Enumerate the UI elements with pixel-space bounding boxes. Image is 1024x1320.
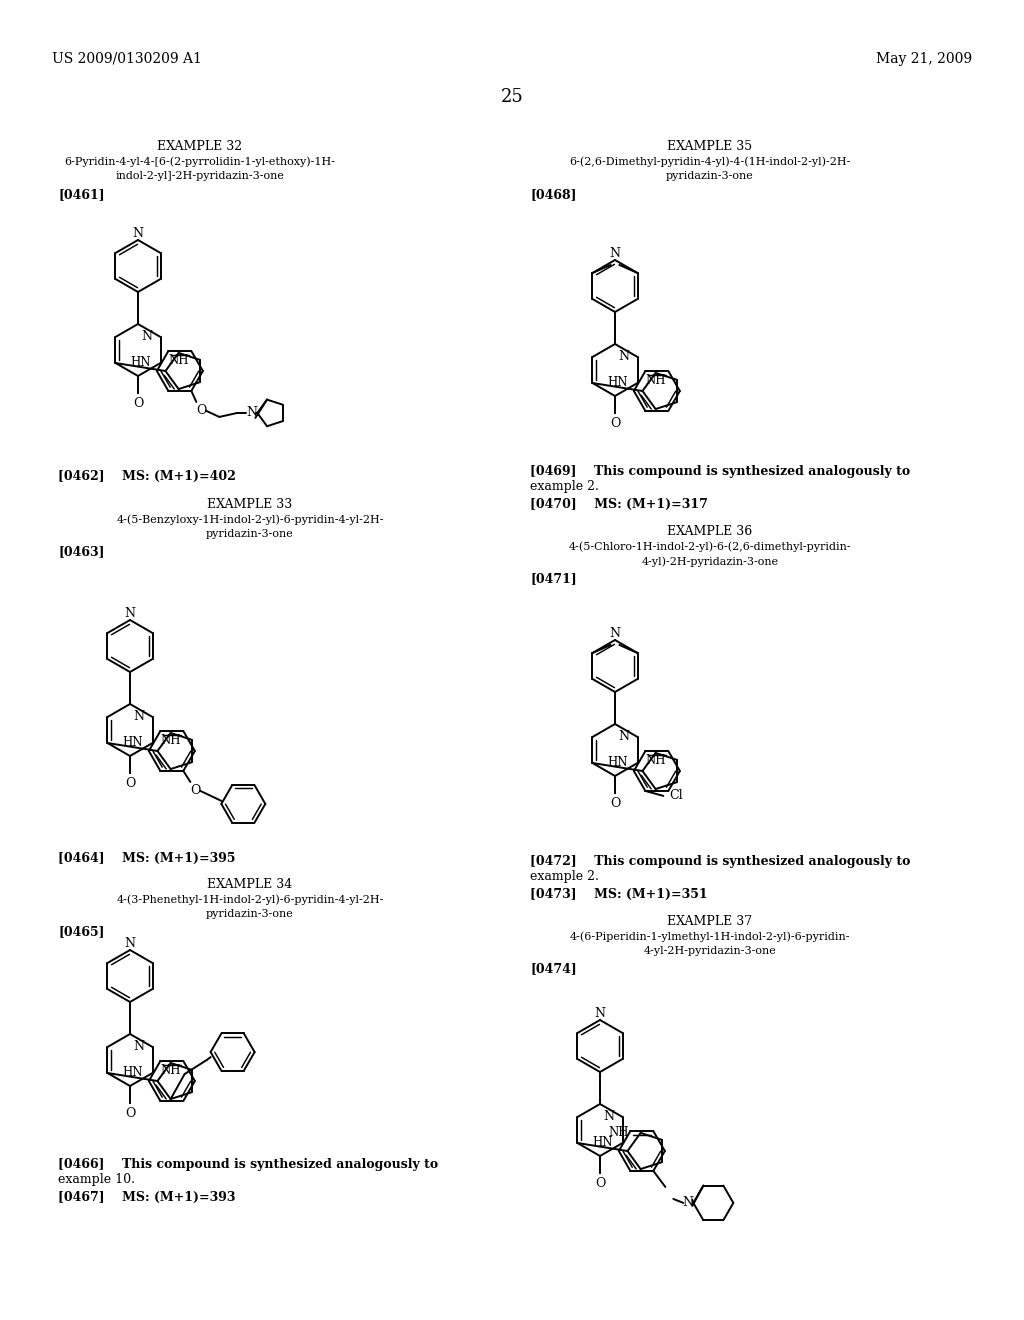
Text: EXAMPLE 37: EXAMPLE 37 xyxy=(668,915,753,928)
Text: indol-2-yl]-2H-pyridazin-3-one: indol-2-yl]-2H-pyridazin-3-one xyxy=(116,172,285,181)
Text: NH: NH xyxy=(168,354,188,367)
Text: EXAMPLE 33: EXAMPLE 33 xyxy=(208,498,293,511)
Text: 4-(5-Chloro-1H-indol-2-yl)-6-(2,6-dimethyl-pyridin-: 4-(5-Chloro-1H-indol-2-yl)-6-(2,6-dimeth… xyxy=(568,541,851,552)
Text: O: O xyxy=(125,1107,135,1119)
Text: [0474]: [0474] xyxy=(530,962,577,975)
Text: EXAMPLE 36: EXAMPLE 36 xyxy=(668,525,753,539)
Text: [0461]: [0461] xyxy=(58,187,104,201)
Text: [0472]    This compound is synthesized analogously to: [0472] This compound is synthesized anal… xyxy=(530,855,910,869)
Text: O: O xyxy=(197,404,207,417)
Text: N: N xyxy=(125,937,135,950)
Text: NH: NH xyxy=(608,1126,629,1139)
Text: N: N xyxy=(125,607,135,620)
Text: [0470]    MS: (M+1)=317: [0470] MS: (M+1)=317 xyxy=(530,498,708,511)
Text: HN: HN xyxy=(607,376,628,389)
Text: EXAMPLE 35: EXAMPLE 35 xyxy=(668,140,753,153)
Text: HN: HN xyxy=(122,1067,142,1080)
Text: O: O xyxy=(190,784,201,797)
Text: [0462]    MS: (M+1)=402: [0462] MS: (M+1)=402 xyxy=(58,470,236,483)
Text: N: N xyxy=(246,407,257,420)
Text: O: O xyxy=(125,777,135,789)
Text: O: O xyxy=(610,797,621,810)
Text: pyridazin-3-one: pyridazin-3-one xyxy=(206,909,294,919)
Text: HN: HN xyxy=(592,1137,612,1150)
Text: NH: NH xyxy=(161,1064,181,1077)
Text: example 2.: example 2. xyxy=(530,480,599,492)
Text: N: N xyxy=(618,730,630,743)
Text: example 2.: example 2. xyxy=(530,870,599,883)
Text: HN: HN xyxy=(607,756,628,770)
Text: O: O xyxy=(133,397,143,411)
Text: NH: NH xyxy=(645,374,666,387)
Text: 4-yl-2H-pyridazin-3-one: 4-yl-2H-pyridazin-3-one xyxy=(644,946,776,956)
Text: N: N xyxy=(603,1110,614,1123)
Text: US 2009/0130209 A1: US 2009/0130209 A1 xyxy=(52,51,202,66)
Text: pyridazin-3-one: pyridazin-3-one xyxy=(206,529,294,539)
Text: [0469]    This compound is synthesized analogously to: [0469] This compound is synthesized anal… xyxy=(530,465,910,478)
Text: N: N xyxy=(682,1196,693,1209)
Text: [0466]    This compound is synthesized analogously to: [0466] This compound is synthesized anal… xyxy=(58,1158,438,1171)
Text: O: O xyxy=(595,1177,605,1191)
Text: 6-(2,6-Dimethyl-pyridin-4-yl)-4-(1H-indol-2-yl)-2H-: 6-(2,6-Dimethyl-pyridin-4-yl)-4-(1H-indo… xyxy=(569,156,851,166)
Text: HN: HN xyxy=(130,356,151,370)
Text: Cl: Cl xyxy=(670,789,683,803)
Text: [0473]    MS: (M+1)=351: [0473] MS: (M+1)=351 xyxy=(530,888,708,902)
Text: 25: 25 xyxy=(501,88,523,106)
Text: 4-yl)-2H-pyridazin-3-one: 4-yl)-2H-pyridazin-3-one xyxy=(641,556,778,566)
Text: pyridazin-3-one: pyridazin-3-one xyxy=(667,172,754,181)
Text: [0471]: [0471] xyxy=(530,572,577,585)
Text: N: N xyxy=(618,351,630,363)
Text: N: N xyxy=(609,247,621,260)
Text: NH: NH xyxy=(645,754,666,767)
Text: 4-(3-Phenethyl-1H-indol-2-yl)-6-pyridin-4-yl-2H-: 4-(3-Phenethyl-1H-indol-2-yl)-6-pyridin-… xyxy=(117,894,384,904)
Text: [0467]    MS: (M+1)=393: [0467] MS: (M+1)=393 xyxy=(58,1191,236,1204)
Text: N: N xyxy=(133,1040,144,1053)
Text: [0463]: [0463] xyxy=(58,545,104,558)
Text: NH: NH xyxy=(161,734,181,747)
Text: EXAMPLE 32: EXAMPLE 32 xyxy=(158,140,243,153)
Text: [0465]: [0465] xyxy=(58,925,104,939)
Text: O: O xyxy=(610,417,621,430)
Text: May 21, 2009: May 21, 2009 xyxy=(876,51,972,66)
Text: EXAMPLE 34: EXAMPLE 34 xyxy=(208,878,293,891)
Text: 6-Pyridin-4-yl-4-[6-(2-pyrrolidin-1-yl-ethoxy)-1H-: 6-Pyridin-4-yl-4-[6-(2-pyrrolidin-1-yl-e… xyxy=(65,156,336,166)
Text: 4-(6-Piperidin-1-ylmethyl-1H-indol-2-yl)-6-pyridin-: 4-(6-Piperidin-1-ylmethyl-1H-indol-2-yl)… xyxy=(569,931,850,941)
Text: N: N xyxy=(141,330,153,343)
Text: [0464]    MS: (M+1)=395: [0464] MS: (M+1)=395 xyxy=(58,851,236,865)
Text: [0468]: [0468] xyxy=(530,187,577,201)
Text: N: N xyxy=(609,627,621,640)
Text: HN: HN xyxy=(122,737,142,750)
Text: N: N xyxy=(595,1007,605,1020)
Text: N: N xyxy=(132,227,143,240)
Text: example 10.: example 10. xyxy=(58,1173,135,1185)
Text: 4-(5-Benzyloxy-1H-indol-2-yl)-6-pyridin-4-yl-2H-: 4-(5-Benzyloxy-1H-indol-2-yl)-6-pyridin-… xyxy=(117,513,384,524)
Text: N: N xyxy=(133,710,144,723)
